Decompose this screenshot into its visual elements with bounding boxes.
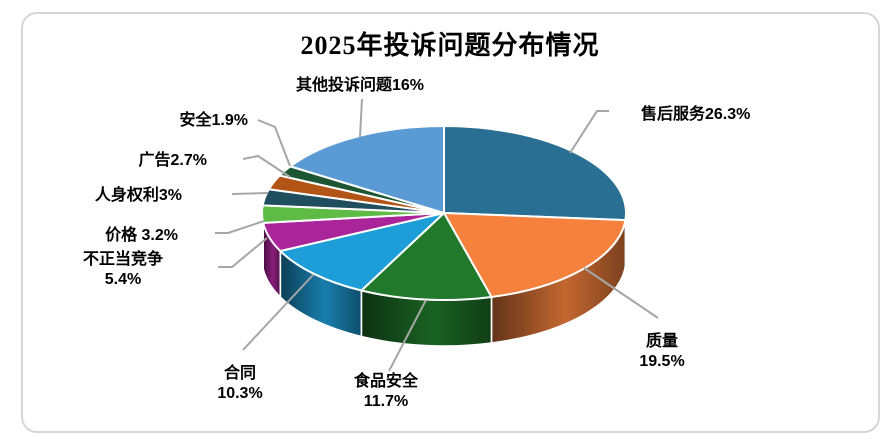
pie-slice-售后服务[interactable]: [443, 125, 627, 222]
pie-slice-合同[interactable]: [279, 212, 445, 292]
leader-line-广告: [242, 155, 291, 178]
data-label-人身权利: 人身权利3%: [95, 185, 182, 204]
leader-line-不正当竞争: [218, 237, 268, 268]
chart-title: 2025年投诉问题分布情况: [300, 31, 600, 60]
data-label-合同: 合同 10.3%: [217, 363, 262, 402]
pie-slice-其他投诉问题[interactable]: [289, 125, 445, 214]
leader-line-其他投诉问题: [359, 98, 363, 138]
data-label-其他投诉问题: 其他投诉问题16%: [296, 75, 424, 94]
pie-slice-食品安全[interactable]: [360, 212, 493, 301]
leader-line-质量: [583, 267, 659, 319]
leader-line-价格: [215, 220, 265, 234]
leader-line-售后服务: [569, 110, 609, 154]
data-label-售后服务: 售后服务26.3%: [641, 104, 750, 123]
data-label-质量: 质量 19.5%: [639, 331, 684, 370]
data-label-不正当竞争: 不正当竞争 5.4%: [83, 249, 163, 288]
data-label-食品安全: 食品安全 11.7%: [353, 371, 419, 410]
leader-line-安全: [257, 119, 291, 167]
data-label-价格: 价格 3.2%: [105, 225, 178, 244]
leader-line-合同: [242, 274, 314, 351]
data-label-广告: 广告2.7%: [139, 150, 207, 169]
leader-line-人身权利: [231, 192, 269, 195]
leader-line-食品安全: [388, 299, 427, 372]
data-label-安全: 安全1.9%: [180, 110, 248, 129]
